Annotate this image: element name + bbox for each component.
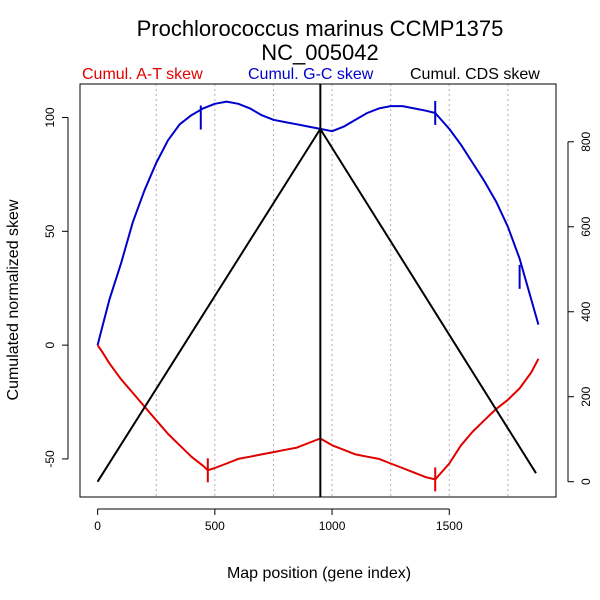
y-tick-label: -50: [43, 450, 57, 468]
y-axis-label: Cumulated normalized skew: [5, 199, 22, 400]
y-tick-label: 0: [43, 341, 57, 348]
y2-tick-label: 400: [579, 301, 593, 321]
x-tick-label: 0: [94, 519, 101, 533]
y2-tick-label: 600: [579, 216, 593, 236]
chart-subtitle: NC_005042: [261, 40, 378, 65]
y2-tick-label: 0: [579, 478, 593, 485]
legend-at-skew: Cumul. A-T skew: [82, 66, 203, 83]
legend-cds-skew: Cumul. CDS skew: [410, 66, 540, 83]
x-tick-label: 500: [205, 519, 225, 533]
y-tick-label: 100: [43, 107, 57, 127]
chart-title: Prochlorococcus marinus CCMP1375: [137, 16, 504, 41]
y2-tick-label: 200: [579, 386, 593, 406]
series-line-cumul-a-t-skew: [96, 344, 540, 481]
y2-tick-label: 800: [579, 131, 593, 151]
x-tick-label: 1000: [319, 519, 346, 533]
series-line-cumul-g-c-skew: [96, 100, 540, 346]
x-tick-label: 1500: [436, 519, 463, 533]
x-axis-label: Map position (gene index): [227, 565, 411, 582]
series-layer: [96, 84, 540, 497]
plot-frame: [79, 83, 557, 498]
y-tick-label: 50: [43, 224, 57, 238]
grid-lines: [155, 84, 509, 497]
legend-gc-skew: Cumul. G-C skew: [248, 66, 374, 83]
